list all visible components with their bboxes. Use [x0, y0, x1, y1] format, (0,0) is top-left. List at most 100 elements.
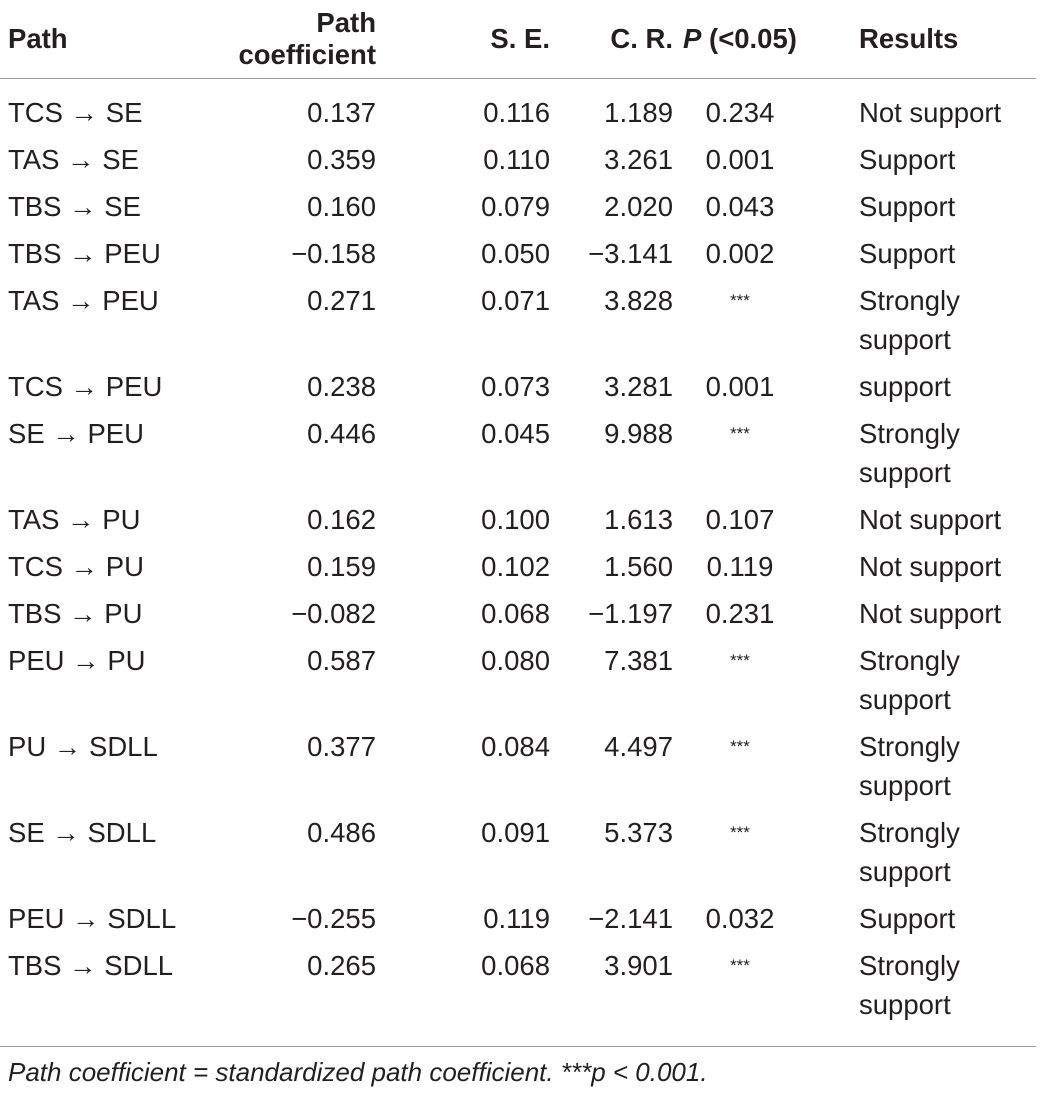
- cell-result: Strongly support: [859, 730, 960, 801]
- table-row: TBS → PU −0.082 0.068 −1.197 0.231 Not suppor…: [0, 594, 1036, 641]
- cell-standard-error: 0.068: [481, 597, 550, 629]
- cell-critical-ratio: 7.381: [604, 644, 673, 676]
- cell-critical-ratio: 3.281: [604, 370, 673, 402]
- cell-standard-error: 0.073: [481, 370, 550, 402]
- cell-standard-error: 0.045: [481, 417, 550, 449]
- cell-p-value: 0.107: [705, 503, 775, 535]
- cell-path-coefficient: 0.587: [307, 644, 376, 676]
- cell-p-value: 0.002: [705, 237, 775, 269]
- header-row: Path Path coefficient S. E. C. R. P (<0.…: [0, 0, 1036, 79]
- cell-path-coefficient: 0.137: [307, 96, 376, 128]
- cell-critical-ratio: 5.373: [604, 816, 673, 848]
- table-row: TBS → SE 0.160 0.079 2.020 0.043 Support: [0, 187, 1036, 234]
- cell-path: TAS → SE: [8, 143, 139, 175]
- cell-critical-ratio: 9.988: [604, 417, 673, 449]
- table-footnote: Path coefficient = standardized path coe…: [8, 1057, 708, 1087]
- cell-p-value: 0.043: [705, 190, 775, 222]
- cell-path-coefficient: 0.159: [307, 550, 376, 582]
- cell-result: Not support: [859, 503, 1002, 535]
- cell-path-coefficient: 0.162: [307, 503, 376, 535]
- cell-critical-ratio: 1.613: [604, 503, 673, 535]
- cell-result: Not support: [859, 96, 1002, 128]
- cell-result: Strongly support: [859, 284, 960, 355]
- significance-stars: ***: [730, 423, 750, 443]
- cell-path-coefficient: −0.082: [291, 597, 376, 629]
- cell-result: Strongly support: [859, 816, 960, 887]
- cell-p-value: ***: [673, 813, 807, 899]
- cell-standard-error: 0.084: [481, 730, 550, 762]
- cell-path-coefficient: 0.377: [307, 730, 376, 762]
- cell-path: TBS → PEU: [8, 237, 161, 269]
- cell-path-coefficient: 0.446: [307, 417, 376, 449]
- cell-path: TAS → PEU: [8, 284, 159, 316]
- table-row: TBS → PEU −0.158 0.050 −3.141 0.002 Support: [0, 234, 1036, 281]
- table-row: SE → PEU 0.446 0.045 9.988 *** Strongly suppo…: [0, 414, 1036, 500]
- cell-path: TBS → SE: [8, 190, 141, 222]
- significance-stars: ***: [730, 955, 750, 975]
- cell-result: Support: [859, 237, 956, 269]
- cell-critical-ratio: 4.497: [604, 730, 673, 762]
- cell-path: TCS → PU: [8, 550, 144, 582]
- cell-standard-error: 0.110: [483, 143, 550, 175]
- cell-p-value: ***: [673, 641, 807, 727]
- cell-critical-ratio: −1.197: [588, 597, 673, 629]
- table-row: TCS → PU 0.159 0.102 1.560 0.119 Not support: [0, 547, 1036, 594]
- table-row: TCS → SE 0.137 0.116 1.189 0.234 Not support: [0, 78, 1036, 140]
- cell-critical-ratio: 1.189: [604, 96, 673, 128]
- cell-result: Not support: [859, 597, 1002, 629]
- cell-path-coefficient: 0.359: [307, 143, 376, 175]
- table-row: TAS → PEU 0.271 0.071 3.828 *** Strongly supp…: [0, 281, 1036, 367]
- header-critical-ratio: C. R.: [550, 0, 673, 79]
- cell-path: TBS → PU: [8, 597, 143, 629]
- cell-p-value: 0.032: [705, 902, 775, 934]
- cell-critical-ratio: 1.560: [604, 550, 673, 582]
- cell-p-value: ***: [673, 414, 807, 500]
- cell-path: TCS → SE: [8, 96, 143, 128]
- cell-standard-error: 0.071: [481, 284, 550, 316]
- significance-stars: ***: [730, 650, 750, 670]
- path-analysis-table: Path Path coefficient S. E. C. R. P (<0.…: [0, 0, 1036, 1032]
- cell-path-coefficient: 0.238: [307, 370, 376, 402]
- cell-p-value: ***: [673, 727, 807, 813]
- cell-p-value: 0.001: [705, 143, 775, 175]
- cell-path: PU → SDLL: [8, 730, 158, 762]
- header-p-letter: P: [683, 22, 702, 54]
- table-row: TCS → PEU 0.238 0.073 3.281 0.001 support: [0, 367, 1036, 414]
- significance-stars: ***: [730, 290, 750, 310]
- cell-path-coefficient: 0.486: [307, 816, 376, 848]
- cell-critical-ratio: 3.828: [604, 284, 673, 316]
- cell-path: TAS → PU: [8, 503, 141, 535]
- cell-path: TCS → PEU: [8, 370, 163, 402]
- table-body: TCS → SE 0.137 0.116 1.189 0.234 Not support T…: [0, 78, 1036, 1032]
- cell-standard-error: 0.080: [481, 644, 550, 676]
- header-p-value: P (<0.05): [673, 0, 807, 79]
- cell-result: Support: [859, 902, 956, 934]
- cell-result: Strongly support: [859, 949, 960, 1020]
- cell-standard-error: 0.079: [481, 190, 550, 222]
- table-row: PEU → SDLL −0.255 0.119 −2.141 0.032 Support: [0, 899, 1036, 946]
- cell-path: PEU → SDLL: [8, 902, 177, 934]
- cell-path: SE → PEU: [8, 417, 145, 449]
- cell-standard-error: 0.100: [481, 503, 550, 535]
- cell-path-coefficient: 0.271: [307, 284, 376, 316]
- header-standard-error: S. E.: [376, 0, 550, 79]
- cell-path-coefficient: −0.255: [291, 902, 376, 934]
- cell-standard-error: 0.068: [481, 949, 550, 981]
- cell-p-value: ***: [673, 281, 807, 367]
- significance-stars: ***: [730, 736, 750, 756]
- cell-path-coefficient: 0.160: [307, 190, 376, 222]
- cell-p-value: 0.231: [705, 597, 775, 629]
- header-path-coefficient: Path coefficient: [218, 0, 376, 79]
- cell-standard-error: 0.102: [481, 550, 550, 582]
- cell-path-coefficient: 0.265: [307, 949, 376, 981]
- header-p-threshold: (<0.05): [701, 22, 797, 54]
- cell-p-value: 0.001: [705, 370, 775, 402]
- cell-critical-ratio: −2.141: [588, 902, 673, 934]
- header-results: Results: [807, 0, 1036, 79]
- table-row: PEU → PU 0.587 0.080 7.381 *** Strongly suppo…: [0, 641, 1036, 727]
- table-row: SE → SDLL 0.486 0.091 5.373 *** Strongly supp…: [0, 813, 1036, 899]
- cell-critical-ratio: 3.261: [604, 143, 673, 175]
- cell-standard-error: 0.119: [483, 902, 550, 934]
- cell-result: Support: [859, 190, 956, 222]
- cell-path: SE → SDLL: [8, 816, 157, 848]
